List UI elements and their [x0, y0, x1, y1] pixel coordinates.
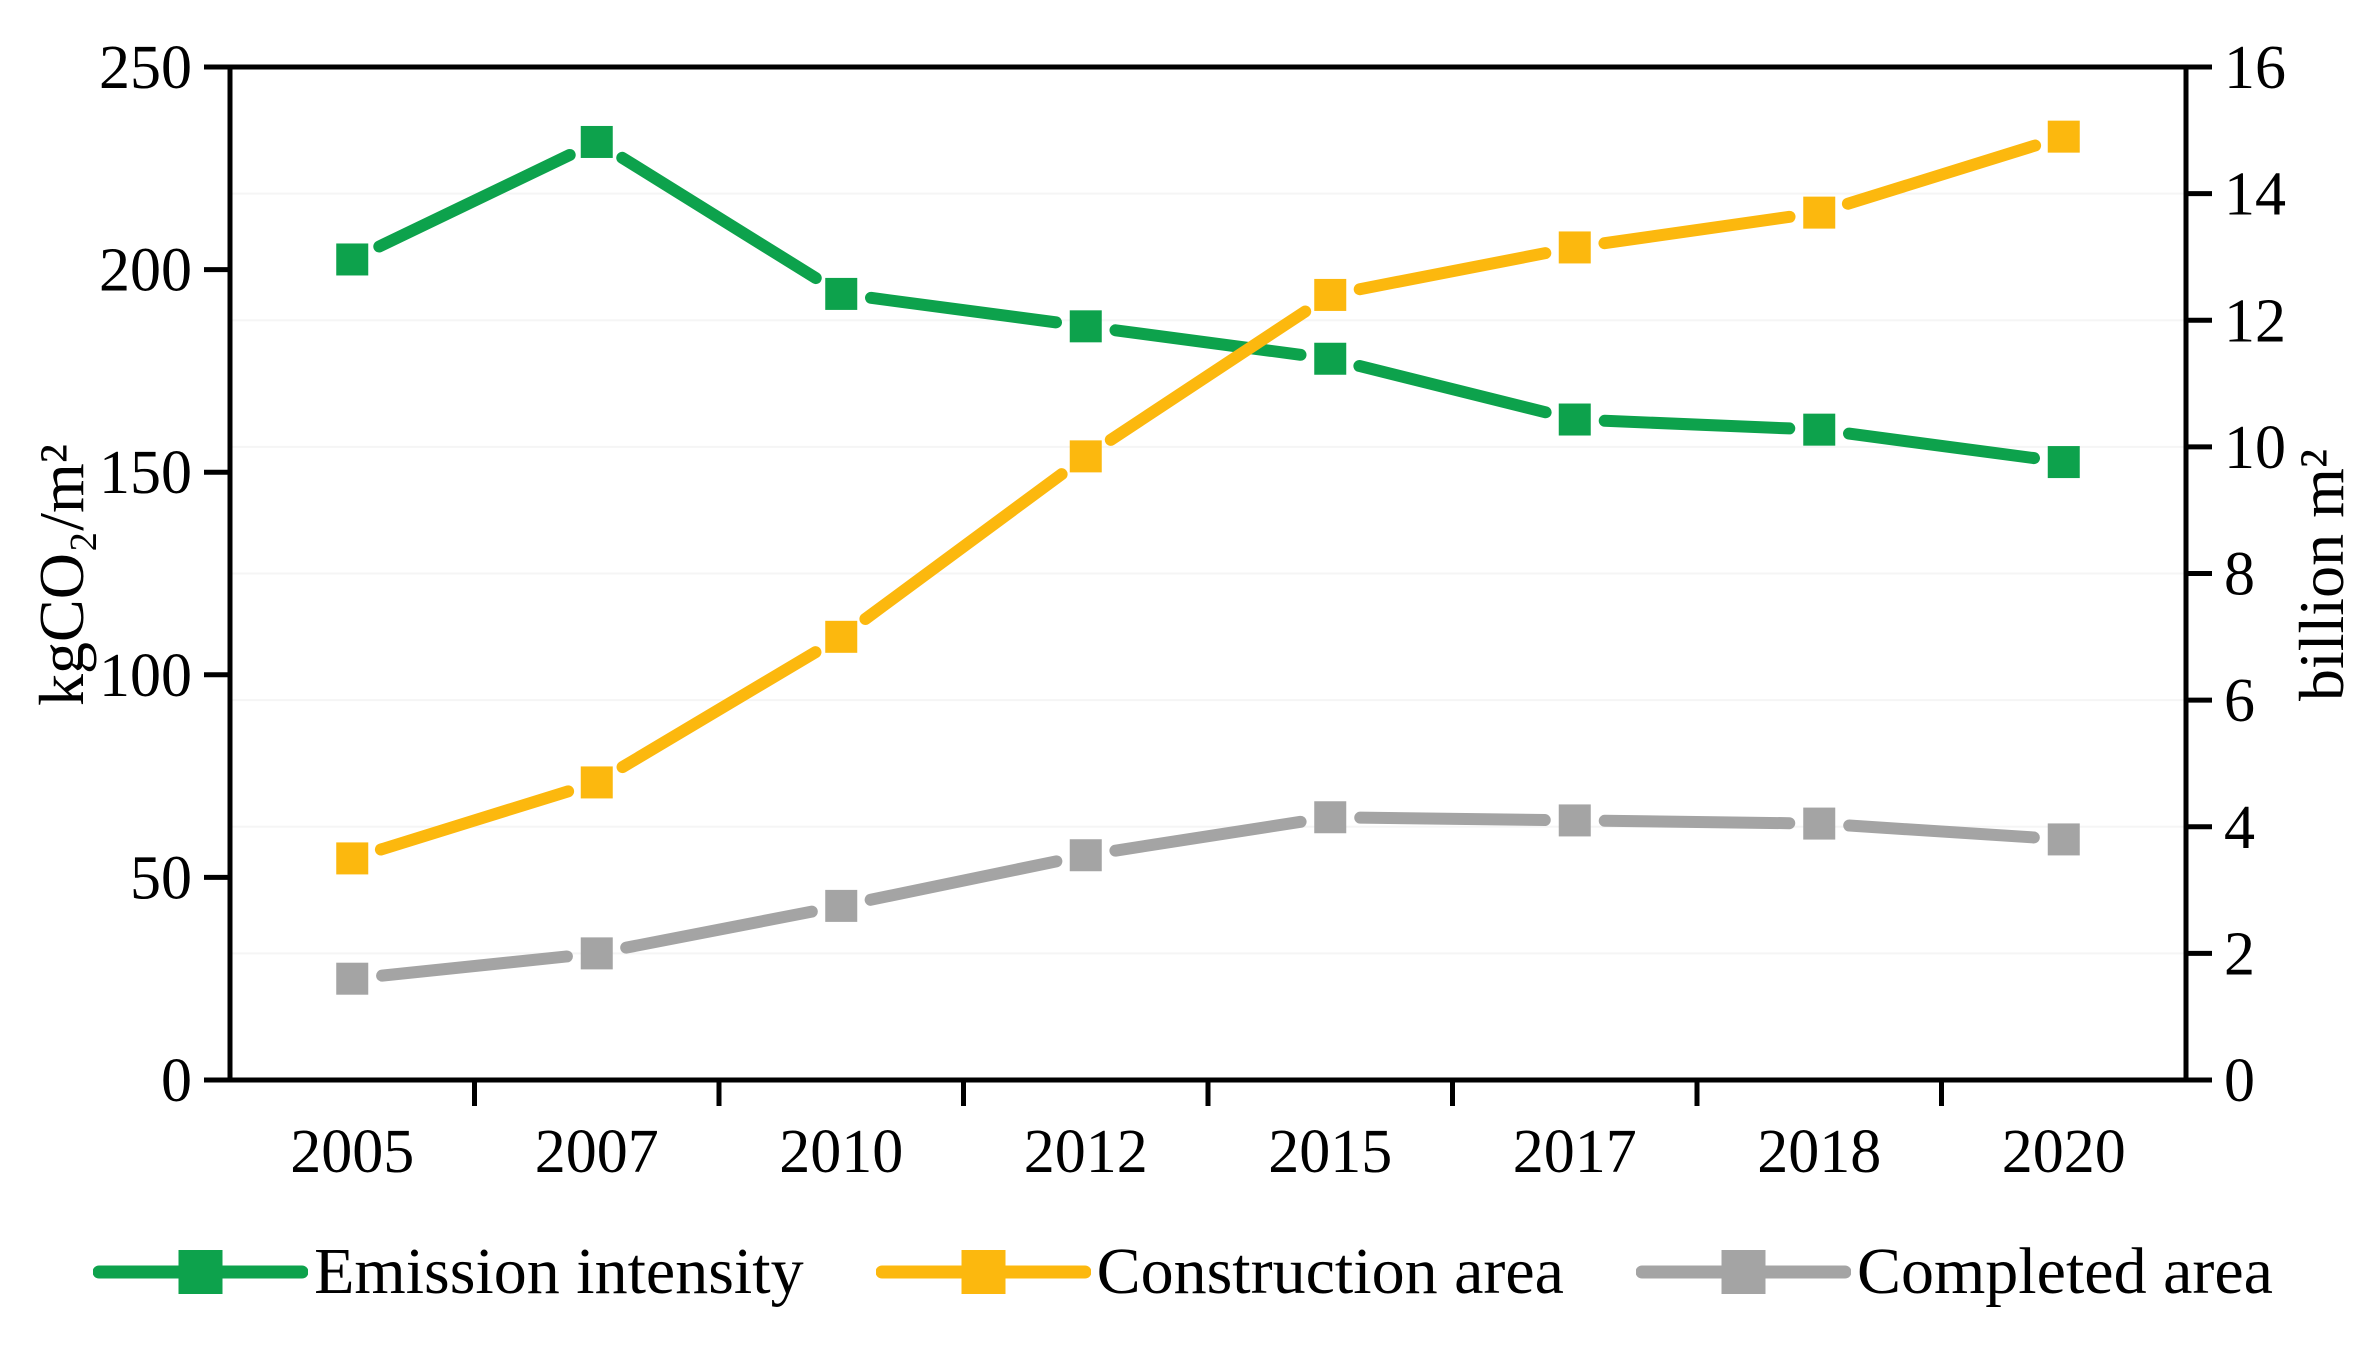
series-line-segment	[1109, 324, 1307, 361]
legend-label: Completed area	[1856, 1235, 2273, 1308]
right-axis-tick-label: 6	[2224, 667, 2255, 735]
data-point-marker	[1558, 804, 1591, 837]
x-axis-tick-label: 2020	[2002, 1118, 2126, 1186]
data-point-marker	[2047, 823, 2080, 856]
data-point-marker	[1069, 839, 1102, 872]
series-line-segment	[864, 291, 1063, 329]
data-point-marker	[825, 277, 858, 310]
right-axis-tick-label: 16	[2224, 34, 2286, 102]
x-axis-tick-label: 2005	[290, 1118, 414, 1186]
data-point-marker	[336, 842, 369, 875]
series-completed-area	[336, 801, 2080, 995]
series-line-segment	[373, 148, 576, 253]
legend: Emission intensity Construction area Compl…	[0, 1212, 2366, 1332]
legend-label: Construction area	[1096, 1235, 1564, 1308]
axis-tick-labels: 0 50 100 150 200 250 0 2 4 6 8 10 12 14 16 2005 2007 2010…	[99, 34, 2286, 1186]
left-axis-tick-label: 250	[99, 34, 192, 102]
right-axis-tick-label: 8	[2224, 541, 2255, 609]
data-point-marker	[825, 889, 858, 922]
legend-square	[1721, 1250, 1766, 1294]
series-line-segment	[1843, 819, 2040, 844]
data-point-marker	[1069, 310, 1102, 343]
data-point-marker	[1314, 801, 1347, 834]
x-axis-tick-label: 2015	[1268, 1118, 1392, 1186]
data-point-marker	[1314, 278, 1347, 311]
series-line-segment	[1354, 811, 1551, 827]
legend-square	[178, 1250, 223, 1294]
series-line-segment	[374, 785, 575, 856]
legend-marker-icon	[875, 1250, 1091, 1294]
data-point-marker	[1069, 440, 1102, 473]
series-line-segment	[1353, 359, 1552, 419]
series-line-segment	[859, 468, 1068, 625]
legend-marker-icon	[1635, 1250, 1851, 1294]
series-emission-intensity	[336, 125, 2080, 479]
right-axis-tick-label: 0	[2224, 1047, 2255, 1115]
left-axis-tick-label: 200	[99, 237, 192, 305]
series-line-segment	[620, 905, 818, 954]
x-axis-tick-label: 2007	[535, 1118, 659, 1186]
legend-item-completed-area: Completed area	[1635, 1234, 2273, 1310]
data-point-marker	[1558, 231, 1591, 264]
gridlines	[230, 192, 2186, 955]
left-axis-tick-label: 0	[161, 1047, 192, 1115]
series-line-segment	[1598, 414, 1796, 435]
right-axis-tick-label: 4	[2224, 794, 2255, 862]
legend-item-construction-area: Construction area	[875, 1234, 1564, 1310]
data-point-marker	[1314, 342, 1347, 375]
data-point-marker	[2047, 446, 2080, 479]
x-axis-tick-label: 2018	[1757, 1118, 1881, 1186]
series-line-segment	[1109, 815, 1307, 857]
data-point-marker	[580, 125, 613, 158]
left-axis-tick-label: 100	[99, 642, 192, 710]
legend-item-emission-intensity: Emission intensity	[93, 1234, 804, 1310]
data-point-marker	[1558, 403, 1591, 436]
data-point-marker	[2047, 120, 2080, 153]
data-point-marker	[1803, 807, 1836, 840]
right-axis-tick-label: 12	[2224, 287, 2286, 355]
left-axis-tick-label: 150	[99, 439, 192, 507]
data-point-marker	[336, 962, 369, 995]
series-line-segment	[376, 950, 573, 982]
left-axis-tick-label: 50	[130, 844, 192, 912]
series-line-segment	[1841, 139, 2042, 210]
legend-label: Emission intensity	[314, 1235, 804, 1308]
data-point-marker	[1803, 413, 1836, 446]
series-line-segment	[616, 151, 822, 285]
data-point-marker	[825, 620, 858, 653]
data-point-marker	[580, 937, 613, 970]
series-line-segment	[1598, 210, 1796, 250]
right-axis-title: billion m²	[2286, 448, 2357, 702]
data-point-marker	[1803, 196, 1836, 229]
data-point-marker	[336, 243, 369, 276]
legend-square	[961, 1250, 1006, 1294]
x-axis-tick-label: 2017	[1513, 1118, 1637, 1186]
series-line-segment	[1598, 814, 1796, 830]
x-axis-tick-label: 2010	[779, 1118, 903, 1186]
right-axis-tick-label: 10	[2224, 414, 2286, 482]
data-point-marker	[580, 766, 613, 799]
series-construction-area	[336, 120, 2080, 875]
series-line-segment	[1104, 305, 1312, 446]
x-axis-tick-label: 2012	[1024, 1118, 1148, 1186]
series-line-segment	[1353, 247, 1552, 296]
axis-ticks	[204, 64, 2212, 1106]
right-axis-tick-label: 2	[2224, 920, 2255, 988]
series-line-segment	[616, 646, 822, 774]
left-axis-title: kgCO₂/m²	[26, 444, 97, 706]
series-line-segment	[864, 855, 1063, 906]
legend-marker-icon	[93, 1250, 309, 1294]
right-axis-tick-label: 14	[2224, 161, 2286, 229]
series-line-segment	[1842, 427, 2041, 465]
